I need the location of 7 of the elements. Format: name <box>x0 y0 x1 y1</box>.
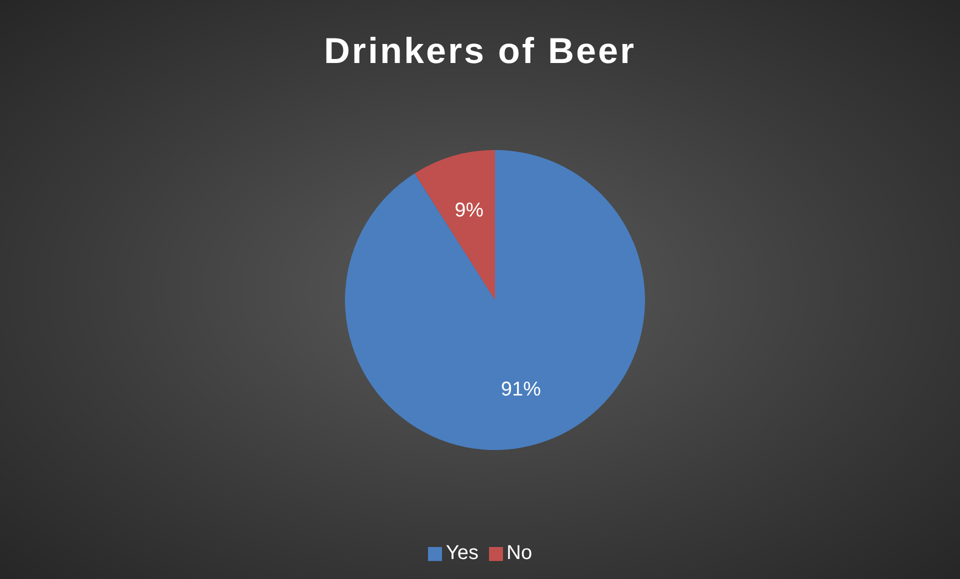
legend-label: No <box>506 542 532 565</box>
legend-label: Yes <box>444 542 479 565</box>
chart-title: Drinkers of Beer <box>322 30 638 72</box>
data-label: 9% <box>454 200 484 222</box>
pie-slice <box>345 150 645 450</box>
pie-slice <box>414 150 495 300</box>
data-label: 91% <box>500 378 542 400</box>
